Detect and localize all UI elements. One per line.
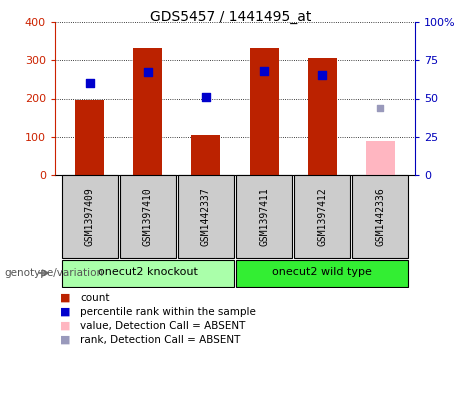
Point: [202, 94, 210, 100]
Text: percentile rank within the sample: percentile rank within the sample: [80, 307, 256, 317]
Text: GSM1442336: GSM1442336: [375, 187, 385, 246]
Text: ■: ■: [59, 335, 70, 345]
Text: GSM1442337: GSM1442337: [201, 187, 211, 246]
Point: [86, 80, 94, 86]
Point: [144, 69, 152, 75]
Text: ■: ■: [59, 321, 70, 331]
Text: GSM1397409: GSM1397409: [85, 187, 95, 246]
Bar: [352, 175, 408, 258]
Text: onecut2 knockout: onecut2 knockout: [98, 267, 198, 277]
Point: [260, 68, 268, 74]
Text: rank, Detection Call = ABSENT: rank, Detection Call = ABSENT: [80, 335, 241, 345]
Bar: [236, 259, 408, 286]
Bar: [62, 259, 234, 286]
Bar: [178, 175, 234, 258]
Text: GSM1397412: GSM1397412: [317, 187, 327, 246]
Bar: [133, 48, 162, 175]
Text: GSM1397411: GSM1397411: [259, 187, 269, 246]
Text: genotype/variation: genotype/variation: [5, 268, 104, 278]
Bar: [307, 58, 337, 175]
Bar: [62, 175, 118, 258]
Text: GDS5457 / 1441495_at: GDS5457 / 1441495_at: [150, 10, 311, 24]
Bar: [75, 101, 104, 175]
Text: ■: ■: [59, 293, 70, 303]
Bar: [236, 175, 292, 258]
Bar: [249, 48, 278, 175]
Point: [377, 105, 384, 111]
Text: count: count: [80, 293, 110, 303]
Bar: [120, 175, 176, 258]
Text: value, Detection Call = ABSENT: value, Detection Call = ABSENT: [80, 321, 246, 331]
Bar: [191, 135, 220, 175]
Text: onecut2 wild type: onecut2 wild type: [272, 267, 372, 277]
Point: [319, 72, 326, 78]
Text: ■: ■: [59, 307, 70, 317]
Bar: [294, 175, 350, 258]
Bar: [366, 141, 395, 175]
Text: GSM1397410: GSM1397410: [143, 187, 153, 246]
